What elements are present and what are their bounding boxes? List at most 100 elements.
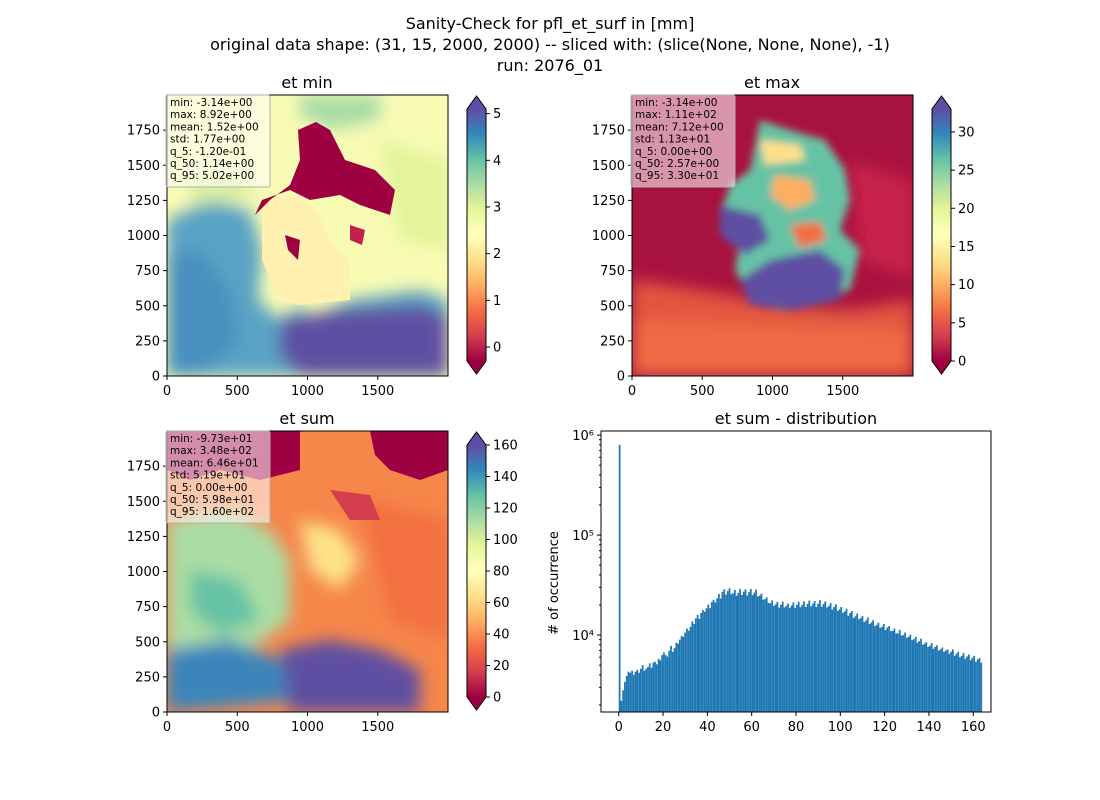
hist-bar (693, 624, 695, 712)
hist-bar (636, 670, 638, 712)
figure-title-line-2: original data shape: (31, 15, 2000, 2000… (210, 35, 890, 54)
y-tick-label: 10⁴ (572, 629, 594, 644)
hist-bar (954, 656, 956, 712)
hist-bar (876, 625, 878, 712)
hist-bar (925, 642, 927, 712)
hist-bar (647, 667, 649, 712)
x-tick-label: 0 (163, 384, 171, 399)
hist-bar (934, 647, 936, 712)
hist-bar (619, 445, 621, 712)
hist-bar (917, 643, 919, 712)
hist-bar (736, 596, 738, 712)
hist-bar (789, 608, 791, 712)
hist-bar (702, 610, 704, 712)
colorbar-tick-label: 0 (493, 691, 501, 706)
hist-bar (727, 591, 729, 712)
hist-bar (683, 637, 685, 712)
hist-bar (947, 649, 949, 712)
y-tick-label: 10⁵ (572, 529, 594, 544)
hist-bar (956, 654, 958, 712)
y-tick-label: 10⁶ (572, 429, 594, 444)
hist-bar (688, 631, 690, 712)
hist-bar (732, 593, 734, 712)
hist-bar (661, 655, 663, 712)
stat-line: q_95: 1.60e+02 (170, 506, 254, 518)
x-tick-label: 500 (225, 384, 250, 399)
hist-bar (628, 672, 630, 712)
hist-bar (808, 601, 810, 712)
x-tick-label: 500 (690, 384, 715, 399)
hist-bar (738, 593, 740, 712)
stat-line: q_5: 0.00e+00 (170, 482, 247, 494)
hist-bar (966, 657, 968, 712)
hist-bar (897, 633, 899, 712)
hist-bar (920, 639, 922, 712)
hist-bar (803, 601, 805, 712)
x-tick-label: 1000 (291, 720, 324, 735)
figure-canvas: Sanity-Check for pfl_et_surf in [mm] ori… (0, 0, 1100, 800)
stat-line: std: 1.77e+00 (170, 134, 245, 146)
hist-bar (936, 645, 938, 712)
stat-line: mean: 6.46e+01 (170, 457, 259, 469)
hist-bar (629, 673, 631, 712)
y-tick-label: 1250 (127, 530, 160, 545)
hist-bar (622, 690, 624, 712)
hist-bar (886, 628, 888, 712)
hist-bar (830, 603, 832, 712)
hist-bar (980, 663, 982, 712)
x-tick-label: 1500 (361, 720, 394, 735)
hist-bar (874, 626, 876, 712)
hist-bar (796, 605, 798, 712)
panel-et-sum-distribution: et sum - distribution # of occurrence 0 2… (547, 409, 991, 735)
hist-bar (633, 675, 635, 712)
hist-bar (762, 600, 764, 712)
hist-bar (750, 589, 752, 712)
hist-bar (878, 623, 880, 712)
y-tick-label: 1750 (127, 124, 160, 139)
hist-bar (794, 608, 796, 712)
hist-bar (746, 595, 748, 712)
hist-bar (933, 649, 935, 712)
stat-line: q_95: 5.02e+00 (170, 170, 254, 182)
hist-bar (831, 610, 833, 712)
hist-bar (709, 608, 711, 712)
hist-bar (752, 595, 754, 712)
hist-bar (913, 639, 915, 712)
hist-bar (911, 640, 913, 712)
hist-bar (904, 633, 906, 712)
hist-bar (739, 589, 741, 712)
hist-bar (626, 676, 628, 712)
colorbar-tick-label: 0 (958, 355, 966, 370)
panel-et-min: et min 0 500 1000 1500025050075010001250150… (127, 73, 501, 399)
colorbar-tick-label: 20 (958, 202, 975, 217)
hist-bar (821, 607, 823, 712)
y-tick-label: 1000 (592, 229, 625, 244)
hist-bar (973, 656, 975, 712)
x-tick-label: 0 (163, 720, 171, 735)
y-tick-label: 250 (135, 334, 160, 349)
hist-bar (817, 604, 819, 712)
colorbar-tick-label: 140 (493, 470, 518, 485)
hist-bar (766, 597, 768, 712)
hist-bar (672, 652, 674, 712)
stat-line: mean: 7.12e+00 (635, 121, 724, 133)
colorbar-tick-label: 80 (493, 565, 510, 580)
hist-bar (675, 643, 677, 712)
hist-bar (714, 602, 716, 712)
hist-bar (757, 596, 759, 712)
x-tick-label: 500 (225, 720, 250, 735)
hist-bar (665, 655, 667, 712)
hist-bar (881, 627, 883, 712)
y-tick-label: 750 (135, 600, 160, 615)
y-tick-label: 1750 (127, 460, 160, 475)
stat-line: max: 8.92e+00 (170, 109, 252, 121)
hist-bar (972, 658, 974, 712)
hist-bar (839, 609, 841, 712)
x-tick-label: 40 (699, 720, 716, 735)
hist-bar (846, 609, 848, 712)
hist-bar (963, 653, 965, 712)
panel-title-et-max: et max (744, 73, 800, 92)
hist-bar (624, 682, 626, 712)
stat-line: min: -9.73e+01 (170, 433, 252, 445)
colorbar-tick-label: 15 (958, 240, 975, 255)
